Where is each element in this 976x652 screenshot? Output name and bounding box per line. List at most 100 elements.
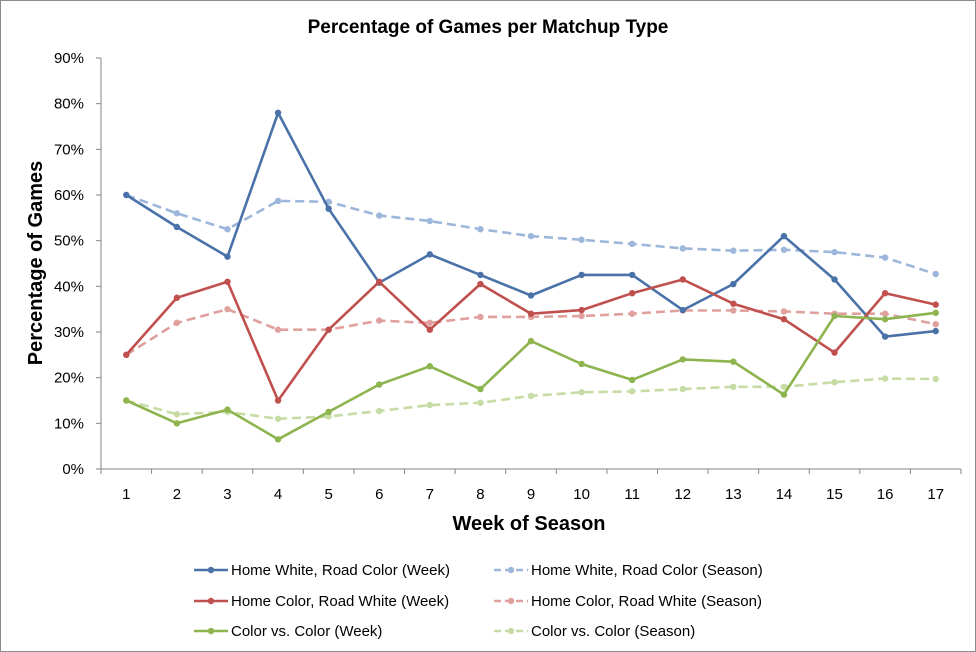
x-tick-label: 13: [725, 486, 742, 503]
data-point: [224, 226, 231, 233]
data-point: [527, 232, 535, 240]
data-point: [477, 280, 484, 288]
data-point: [325, 413, 332, 420]
legend-label: Home White, Road Color (Season): [531, 562, 763, 579]
data-point: [376, 381, 383, 388]
data-point: [578, 360, 585, 368]
x-tick-label: 17: [927, 486, 944, 503]
data-point: [578, 389, 585, 396]
data-point: [224, 406, 231, 413]
legend-marker: [507, 627, 515, 635]
data-point: [578, 306, 585, 314]
data-point: [730, 383, 737, 390]
legend-item: Home White, Road Color (Season): [494, 562, 763, 579]
series-layer: [123, 109, 939, 443]
data-point: [628, 376, 636, 384]
series-group: [123, 109, 939, 340]
data-point: [932, 270, 939, 278]
data-point: [881, 375, 889, 382]
data-point: [730, 247, 737, 254]
data-point: [426, 251, 434, 258]
data-point: [325, 205, 332, 212]
y-tick-label: 30%: [54, 324, 84, 341]
data-point: [628, 271, 636, 279]
data-point: [274, 326, 282, 333]
x-tick-label: 11: [624, 486, 640, 503]
legend-marker: [507, 597, 515, 605]
data-point: [730, 300, 737, 307]
data-point: [376, 212, 383, 219]
series-line: [125, 111, 936, 338]
data-point: [780, 246, 788, 253]
y-tick-label: 10%: [54, 415, 84, 432]
data-point: [679, 356, 686, 363]
legend-label: Color vs. Color (Season): [531, 623, 695, 640]
x-tick-label: 5: [324, 486, 332, 503]
data-point: [780, 383, 788, 390]
data-point: [831, 379, 838, 386]
data-point: [780, 232, 788, 240]
data-point: [477, 385, 484, 393]
series-group: [123, 375, 939, 422]
data-point: [628, 240, 636, 248]
chart-title: Percentage of Games per Matchup Type: [308, 17, 669, 38]
data-point: [477, 271, 484, 279]
series-group: [123, 276, 939, 404]
data-point: [173, 420, 181, 427]
data-point: [376, 317, 383, 324]
legend-marker: [207, 597, 215, 605]
legend-item: Color vs. Color (Week): [194, 623, 382, 640]
legend-label: Home White, Road Color (Week): [231, 562, 450, 579]
x-tick-label: 4: [274, 486, 282, 503]
legend-marker: [207, 566, 215, 574]
data-point: [426, 401, 434, 409]
data-point: [426, 326, 434, 333]
y-tick-label: 80%: [54, 96, 84, 113]
data-point: [527, 292, 535, 299]
legend-item: Home Color, Road White (Week): [194, 593, 449, 610]
data-point: [376, 278, 383, 285]
x-tick-label: 12: [674, 486, 691, 503]
y-tick-label: 60%: [54, 187, 84, 204]
data-point: [224, 253, 231, 260]
data-point: [881, 316, 889, 323]
data-point: [932, 301, 939, 308]
data-point: [679, 245, 686, 252]
data-point: [426, 319, 434, 327]
data-point: [274, 197, 282, 205]
data-point: [224, 278, 231, 285]
legend-marker: [507, 566, 515, 574]
data-point: [173, 319, 181, 327]
data-point: [477, 313, 484, 321]
data-point: [173, 411, 181, 418]
data-point: [527, 392, 535, 400]
data-point: [477, 226, 484, 233]
data-point: [628, 310, 636, 317]
data-point: [881, 289, 889, 297]
data-point: [730, 280, 737, 288]
data-point: [831, 276, 838, 283]
data-point: [831, 349, 838, 356]
data-point: [123, 397, 130, 404]
x-tick-label: 16: [877, 486, 894, 503]
series-group: [123, 309, 939, 443]
legend-item: Home Color, Road White (Season): [494, 593, 762, 610]
data-point: [578, 236, 585, 243]
x-tick-label: 3: [223, 486, 231, 503]
x-tick-label: 14: [776, 486, 793, 503]
data-point: [123, 191, 130, 199]
data-point: [679, 306, 686, 314]
y-axis-title: Percentage of Games: [25, 161, 47, 366]
y-tick-label: 50%: [54, 233, 84, 250]
x-tick-label: 15: [826, 486, 843, 503]
legend-label: Home Color, Road White (Week): [231, 593, 449, 610]
data-point: [932, 321, 939, 328]
data-point: [730, 307, 737, 314]
data-point: [881, 333, 889, 340]
data-point: [173, 294, 181, 301]
data-point: [780, 308, 788, 315]
data-point: [932, 309, 939, 317]
data-point: [274, 415, 282, 422]
